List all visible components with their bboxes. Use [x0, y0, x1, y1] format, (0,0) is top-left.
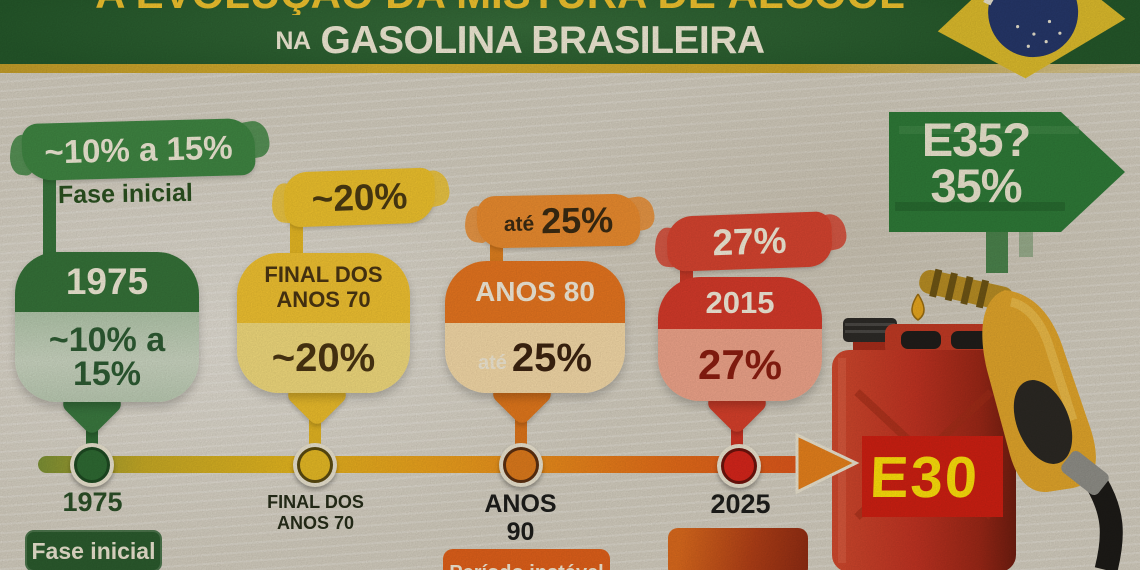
- timeline-node-2025: [717, 444, 761, 488]
- banner-fase-inicial: ~10% a 15%: [21, 117, 256, 182]
- bubble-period-2: FINAL DOS ANOS 70: [237, 253, 410, 323]
- bubble-value-2: ~20%: [237, 323, 410, 393]
- bubble-2015: 2015 27%: [658, 277, 822, 401]
- timeline-node-anos70: [293, 443, 337, 487]
- banner-27pct: 27%: [666, 211, 833, 272]
- e35-line1: E35?: [921, 113, 1031, 166]
- bubble-final-anos70: FINAL DOS ANOS 70 ~20%: [237, 253, 410, 393]
- axis-label-anos90: ANOS 90: [484, 490, 557, 546]
- bubble-1975: 1975 ~10% a 15%: [15, 252, 199, 402]
- badge-fase-inicial: Fase inicial: [25, 530, 162, 570]
- badge-periodo-instavel: Período instável: [443, 549, 610, 570]
- e35-sign-text: E35? 35%: [885, 113, 1067, 213]
- banner-caption-fase-inicial: Fase inicial: [57, 178, 194, 210]
- timeline-node-1975: [70, 443, 114, 487]
- banner-ate25pct: até 25%: [476, 193, 641, 249]
- title-line1-clip: A EVOLUÇÃO DA MISTURA DE ÁLCOOL: [0, 0, 1000, 15]
- timeline-node-anos90: [499, 443, 543, 487]
- bubble-value-1: ~10% a 15%: [15, 312, 199, 402]
- e35-line2: 35%: [930, 159, 1022, 213]
- e30-label-text: E30: [869, 445, 980, 510]
- fuel-drop-icon: [911, 293, 925, 321]
- bubble-anos80: ANOS 80 até 25%: [445, 261, 625, 393]
- bubble-value-4: 27%: [658, 329, 822, 401]
- nozzle-hose: [1086, 478, 1123, 570]
- title-prefix: NA: [275, 27, 311, 55]
- bubble-value-3: até 25%: [445, 323, 625, 393]
- axis-label-2025: 2025: [710, 489, 771, 519]
- bubble-period-3: ANOS 80: [445, 261, 625, 323]
- brazil-flag-icon: [937, 0, 1126, 79]
- axis-label-1975: 1975: [62, 487, 123, 517]
- banner-20pct: ~20%: [283, 167, 436, 228]
- axis-label-anos70: FINAL DOS ANOS 70: [267, 492, 364, 533]
- bubble-period-4: 2015: [658, 277, 822, 329]
- page-title-line2: NA GASOLINA BRASILEIRA: [275, 19, 765, 62]
- badge-bottom-right: [668, 528, 808, 570]
- timeline-arrowhead-icon: [795, 432, 860, 495]
- page-title-line1: A EVOLUÇÃO DA MISTURA DE ÁLCOOL: [0, 0, 1000, 15]
- bubble-period-1: 1975: [15, 252, 199, 312]
- e30-label: E30: [862, 436, 1003, 517]
- timeline-bar: [38, 456, 798, 473]
- banner-stem-1: [43, 172, 56, 260]
- jerry-can-illustration: E30: [832, 268, 1123, 570]
